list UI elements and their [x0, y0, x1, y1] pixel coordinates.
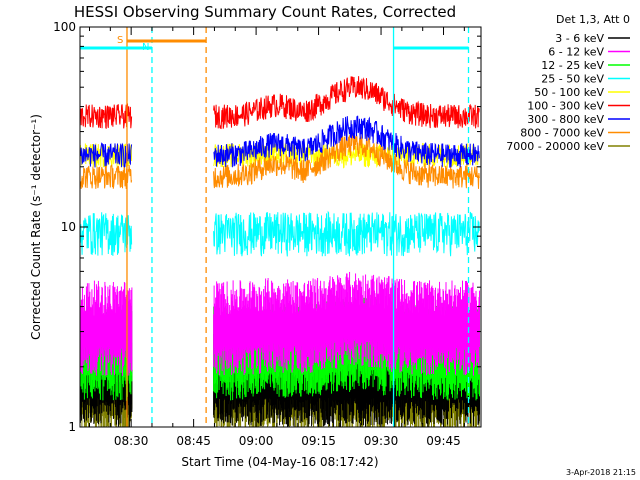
- legend-label: 50 - 100 keV: [534, 86, 604, 99]
- legend-label: 300 - 800 keV: [527, 113, 604, 126]
- x-axis-ticks: 08:30 08:45 09:00 09:15 09:30 09:45: [89, 27, 465, 448]
- series-line: [79, 103, 133, 129]
- overlay-layer: SN: [80, 27, 470, 427]
- y-axis-label: Corrected Count Rate (s⁻¹ detector⁻¹): [29, 114, 43, 340]
- series-line: [213, 210, 480, 257]
- series-line: [79, 164, 133, 190]
- series-line: [79, 142, 133, 168]
- annotation-s: S: [117, 35, 123, 46]
- series-line: [213, 115, 480, 168]
- y-axis-ticks: 1 10 100: [53, 20, 481, 434]
- x-axis-label: Start Time (04-May-16 08:17:42): [181, 455, 378, 469]
- y-tick-label: 10: [61, 220, 76, 234]
- series-line: [79, 212, 133, 256]
- legend-label: 12 - 25 keV: [541, 59, 604, 72]
- x-tick-label: 09:15: [301, 434, 336, 448]
- legend-label: 7000 - 20000 keV: [506, 140, 604, 153]
- x-tick-label: 09:45: [426, 434, 461, 448]
- series-line: [213, 76, 480, 130]
- annotation-n: N: [142, 42, 149, 53]
- x-tick-label: 08:45: [176, 434, 211, 448]
- x-tick-label: 08:30: [114, 434, 149, 448]
- y-tick-label: 100: [53, 20, 76, 34]
- y-tick-label: 1: [68, 420, 76, 434]
- timestamp: 3-Apr-2018 21:15: [566, 468, 636, 477]
- series-layer: [79, 76, 481, 427]
- legend-label: 6 - 12 keV: [548, 46, 604, 59]
- legend-label: 100 - 300 keV: [527, 100, 604, 113]
- legend-label: 25 - 50 keV: [541, 73, 604, 86]
- series-25-50-kev: [79, 210, 480, 257]
- series-300-800-kev: [79, 115, 480, 168]
- series-100-300-kev: [79, 76, 480, 130]
- x-tick-label: 09:30: [364, 434, 399, 448]
- legend-header: Det 1,3, Att 0: [556, 13, 630, 26]
- chart-title: HESSI Observing Summary Count Rates, Cor…: [74, 3, 456, 21]
- x-tick-label: 09:00: [239, 434, 274, 448]
- legend-label: 3 - 6 keV: [555, 32, 604, 45]
- legend-label: 800 - 7000 keV: [520, 127, 604, 140]
